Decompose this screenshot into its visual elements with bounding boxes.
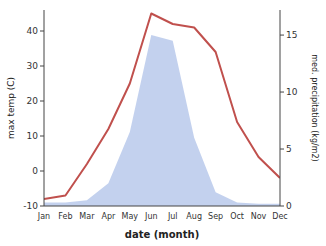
- y2-tick: [280, 92, 284, 93]
- y-tick-label: 30: [27, 61, 39, 71]
- x-tick-label: Oct: [230, 212, 244, 221]
- x-axis-title: date (month): [125, 229, 199, 240]
- y2-tick-label: 15: [286, 30, 297, 40]
- y2-tick: [280, 149, 284, 150]
- temperature-line: [44, 14, 280, 200]
- x-tick-label: Mar: [79, 212, 95, 221]
- y2-tick-label: 0: [286, 201, 292, 211]
- y2-tick: [280, 35, 284, 36]
- y-tick: [40, 136, 44, 137]
- y-tick-label: 10: [27, 131, 39, 141]
- y2-axis-title: med. precipitation (kg/m2): [310, 54, 319, 161]
- x-tick-label: Aug: [186, 212, 202, 221]
- y2-tick-label: 5: [286, 144, 292, 154]
- y-tick: [40, 171, 44, 172]
- x-tick-label: Dec: [272, 212, 287, 221]
- y-tick-label: 20: [27, 96, 39, 106]
- x-tick-label: Jun: [144, 212, 158, 221]
- y-tick: [40, 31, 44, 32]
- precipitation-area: [44, 35, 280, 206]
- x-axis-line: [44, 206, 280, 207]
- y-tick-label: 40: [27, 26, 39, 36]
- y2-tick-label: 10: [286, 87, 298, 97]
- x-tick-label: Feb: [58, 212, 72, 221]
- y-tick-label: 0: [32, 166, 38, 176]
- chart: -10 0 10 20 30 40 0 5 10 15 Jan Feb Mar Apr May Jun Jul A…: [0, 0, 326, 246]
- y-tick: [40, 66, 44, 67]
- x-tick-label: Nov: [251, 212, 267, 221]
- x-tick-label: Sep: [208, 212, 223, 221]
- x-tick-label: May: [122, 212, 139, 221]
- x-tick-label: Apr: [101, 212, 116, 221]
- y-axis-title: max temp (C): [6, 77, 16, 139]
- plot-area: [44, 14, 280, 207]
- y2-axis-line: [280, 10, 281, 206]
- y-tick: [40, 101, 44, 102]
- y-axis-line: [44, 10, 45, 206]
- y-tick-label: -10: [23, 201, 38, 211]
- x-tick-label: Jul: [167, 212, 178, 221]
- y2-tick: [280, 206, 284, 207]
- y-tick: [40, 206, 44, 207]
- x-tick-label: Jan: [37, 212, 50, 221]
